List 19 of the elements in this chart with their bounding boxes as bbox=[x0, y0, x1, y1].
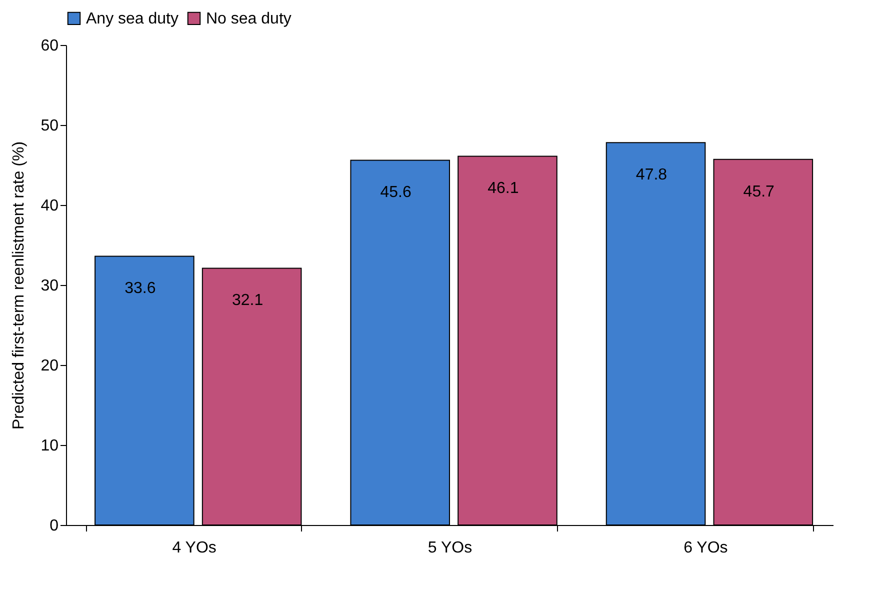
legend-label: Any sea duty bbox=[86, 10, 178, 28]
y-tick-label: 0 bbox=[50, 518, 59, 534]
y-tick-label: 40 bbox=[40, 198, 59, 214]
x-tick-label: 6 YOs bbox=[684, 540, 728, 556]
x-tick-label: 5 YOs bbox=[428, 540, 472, 556]
y-axis-title: Predicted first-term reenlistment rate (%) bbox=[10, 141, 28, 430]
y-tick-label: 30 bbox=[40, 278, 59, 294]
data-label: 32.1 bbox=[232, 292, 264, 310]
x-tick-label: 4 YOs bbox=[172, 540, 216, 556]
y-tick-label: 50 bbox=[40, 118, 59, 134]
data-label: 47.8 bbox=[636, 166, 668, 184]
y-tick-label: 10 bbox=[40, 438, 59, 454]
y-tick-label: 60 bbox=[40, 38, 59, 54]
data-label: 45.6 bbox=[380, 184, 412, 202]
data-label: 33.6 bbox=[124, 280, 156, 298]
y-tick-label: 20 bbox=[40, 358, 59, 374]
data-label: 45.7 bbox=[743, 183, 775, 200]
data-label: 46.1 bbox=[488, 180, 519, 198]
legend-label: No sea duty bbox=[206, 10, 292, 28]
